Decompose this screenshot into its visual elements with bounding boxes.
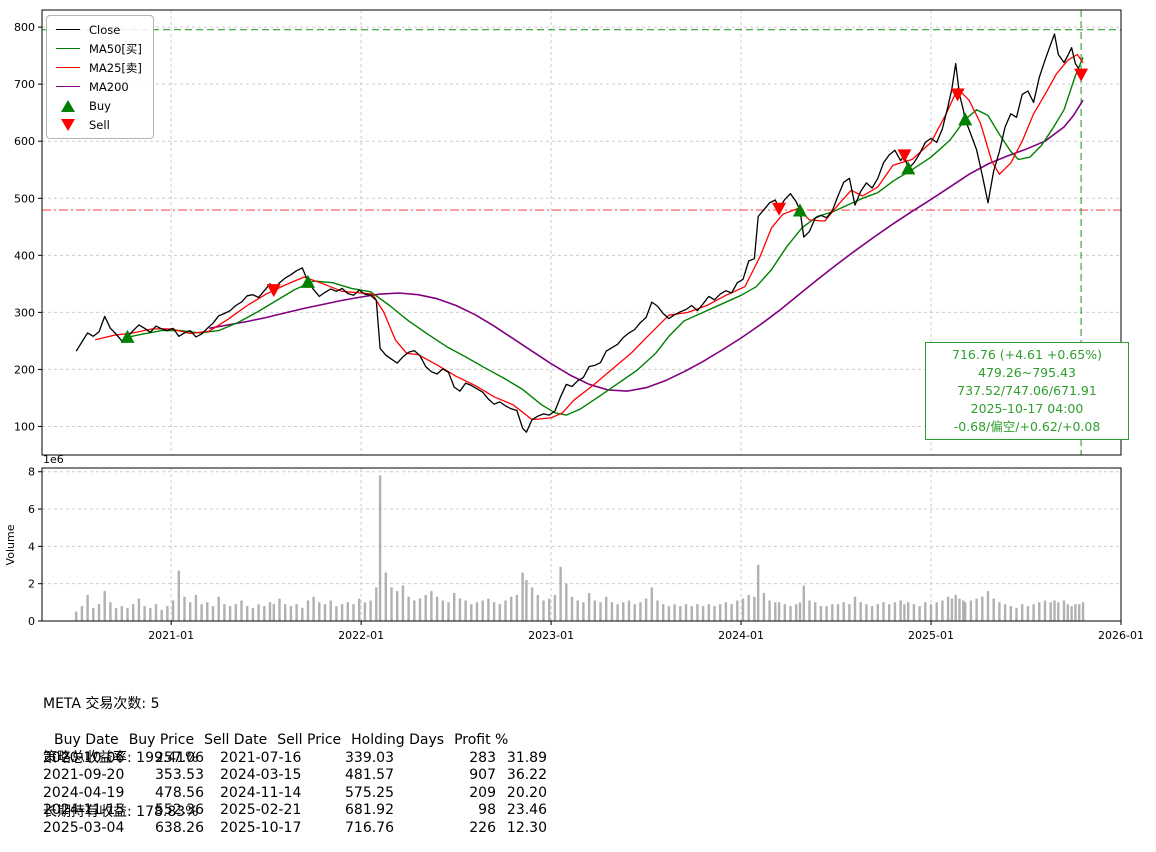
trade-cell: 353.53 <box>155 767 204 783</box>
legend-item-ma50: MA50[买] <box>56 41 142 56</box>
trade-cell: 638.26 <box>155 819 204 836</box>
trade-cell: 681.92 <box>345 802 394 818</box>
annotation-price-line: 716.76 (+4.61 +0.65%) <box>952 347 1102 362</box>
latest-quote-annotation: 716.76 (+4.61 +0.65%) 479.26~795.43 737.… <box>925 342 1129 440</box>
trade-table-header: Buy Date Buy Price Sell Date Sell Price Hold… <box>54 732 547 750</box>
svg-text:2026-01: 2026-01 <box>1098 629 1144 642</box>
trade-cell: 36.22 <box>506 767 547 783</box>
legend-line-swatch <box>56 29 80 30</box>
svg-text:200: 200 <box>14 363 35 376</box>
trade-cell: 716.76 <box>345 819 394 836</box>
strategy-return-line: 策略总收益率: 199.41% <box>43 750 199 766</box>
trade-cell: 907 <box>469 767 496 783</box>
legend-line-swatch <box>56 67 80 68</box>
svg-text:2021-01: 2021-01 <box>148 629 194 642</box>
legend-label: MA200 <box>89 79 129 94</box>
svg-text:500: 500 <box>14 192 35 205</box>
trade-cell: 2020-10-06 <box>43 749 125 766</box>
trade-cell: 12.30 <box>506 819 547 836</box>
trade-cell: 2025-03-04 <box>43 819 125 836</box>
svg-text:800: 800 <box>14 21 35 34</box>
svg-text:8: 8 <box>28 466 35 479</box>
legend-label: MA50[买] <box>89 41 142 56</box>
trade-cell: 2024-04-19 <box>43 784 125 801</box>
trade-cell: 283 <box>469 749 496 766</box>
annotation-signal-line: -0.68/偏空/+0.62/+0.08 <box>953 419 1101 434</box>
trade-cell: 2025-02-21 <box>220 802 302 818</box>
trade-cell: 23.46 <box>506 802 547 818</box>
trade-cell: 209 <box>469 784 496 801</box>
trade-header-cell: Profit % <box>454 732 509 748</box>
trade-cell: 2024-03-15 <box>220 767 302 783</box>
annotation-range-line: 479.26~795.43 <box>978 365 1076 380</box>
legend-line-swatch <box>56 86 80 87</box>
table-row: 2024-11-15 552.36 2025-02-21 681.92 98 23.46 <box>43 802 547 820</box>
legend-label: Sell <box>89 117 110 132</box>
svg-text:700: 700 <box>14 78 35 91</box>
svg-text:6: 6 <box>28 503 35 516</box>
trade-cell: 20.20 <box>506 784 547 801</box>
trade-cell: 2024-11-14 <box>220 784 302 801</box>
sell-marker-icon <box>56 118 80 131</box>
trade-cell: 98 <box>478 802 496 818</box>
trade-header-cell: Holding Days <box>351 732 445 748</box>
trade-cell: 257.06 <box>155 749 204 766</box>
svg-text:100: 100 <box>14 420 35 433</box>
svg-text:2: 2 <box>28 578 35 591</box>
svg-text:Volume: Volume <box>4 524 17 565</box>
legend-item-sell: Sell <box>56 117 142 132</box>
trade-cell: 2021-07-16 <box>220 749 302 766</box>
legend-item-close: Close <box>56 22 142 37</box>
legend-item-ma25: MA25[卖] <box>56 60 142 75</box>
table-row: 2025-03-04 638.26 2025-10-17 716.76 226 12.30 <box>43 820 547 838</box>
price-volume-chart: 100 200 300 400 500 600 700 800 0 2 4 6 8 2021-01 2022… <box>4 9 1144 642</box>
trade-table: Buy Date Buy Price Sell Date Sell Price Hold… <box>43 732 547 837</box>
trade-cell: 552.36 <box>155 802 204 818</box>
svg-text:1e6: 1e6 <box>43 453 64 466</box>
legend-line-swatch <box>56 48 80 49</box>
svg-text:0: 0 <box>28 615 35 628</box>
trade-cell: 2025-10-17 <box>220 819 302 836</box>
svg-text:2025-01: 2025-01 <box>908 629 954 642</box>
trade-cell: 339.03 <box>345 749 394 766</box>
legend-item-ma200: MA200 <box>56 79 142 94</box>
table-row: 2024-04-19 478.56 2024-11-14 575.25 209 20.20 <box>43 785 547 803</box>
trade-cell: 2024-11-15 <box>43 802 125 818</box>
trade-header-cell: Buy Price <box>128 732 195 748</box>
trade-header-cell: Buy Date <box>54 732 119 748</box>
trade-header-cell: Sell Date <box>204 732 268 748</box>
svg-text:300: 300 <box>14 306 35 319</box>
buy-marker-icon <box>56 99 80 112</box>
annotation-ma-line: 737.52/747.06/671.91 <box>957 383 1097 398</box>
trade-cell: 481.57 <box>345 767 394 783</box>
table-row: 2021-09-20 353.53 2024-03-15 481.57 907 36.22 <box>43 767 547 785</box>
trade-header-cell: Sell Price <box>277 732 342 748</box>
svg-text:2022-01: 2022-01 <box>338 629 384 642</box>
svg-text:4: 4 <box>28 540 35 553</box>
legend-item-buy: Buy <box>56 98 142 113</box>
trade-cell: 575.25 <box>345 784 394 801</box>
annotation-date-line: 2025-10-17 04:00 <box>970 401 1084 416</box>
legend-label: Buy <box>89 98 111 113</box>
trade-cell: 31.89 <box>506 749 547 766</box>
svg-text:2023-01: 2023-01 <box>528 629 574 642</box>
trade-count-line: META 交易次数: 5 <box>43 696 160 712</box>
buy-hold-return-line: 长期持有收益: 178.83% <box>43 804 199 820</box>
trade-cell: 226 <box>469 819 496 836</box>
table-row: 2020-10-06 257.06 2021-07-16 339.03 283 31.89 <box>43 750 547 768</box>
trade-cell: 478.56 <box>155 784 204 801</box>
strategy-summary: META 交易次数: 5 策略总收益率: 199.41% 长期持有收益: 178… <box>43 659 198 852</box>
trade-cell: 2021-09-20 <box>43 767 125 783</box>
legend-label: MA25[卖] <box>89 60 142 75</box>
svg-text:600: 600 <box>14 135 35 148</box>
svg-text:2024-01: 2024-01 <box>718 629 764 642</box>
chart-legend: Close MA50[买] MA25[卖] MA200 Buy Sell <box>46 15 154 139</box>
legend-label: Close <box>89 22 121 37</box>
svg-text:400: 400 <box>14 249 35 262</box>
